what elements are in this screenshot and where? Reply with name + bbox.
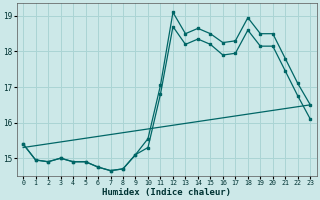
X-axis label: Humidex (Indice chaleur): Humidex (Indice chaleur): [102, 188, 231, 197]
